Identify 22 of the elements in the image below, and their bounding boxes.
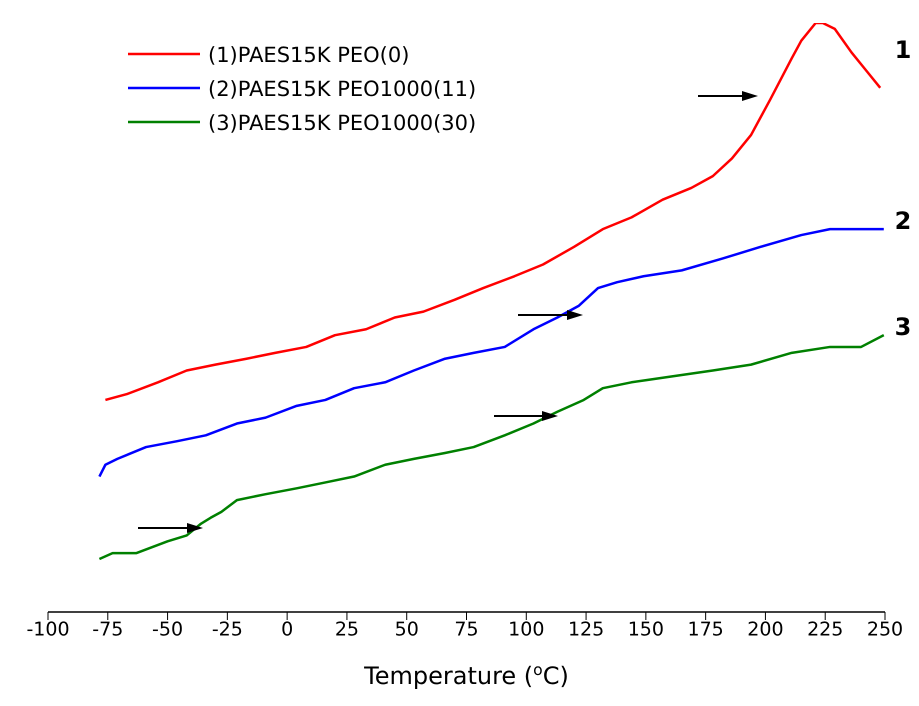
x-tick-label: 0 [281, 618, 294, 640]
legend-label: (1)PAES15K PEO(0) [208, 43, 410, 67]
x-tick-label: 150 [628, 618, 664, 640]
x-tick-label: 225 [807, 618, 844, 640]
x-tick-label: -100 [26, 618, 70, 640]
text: 3 [894, 313, 912, 342]
text: 1 [894, 36, 912, 64]
x-tick-label: 25 [334, 618, 360, 640]
x-tick-label: 175 [688, 618, 724, 640]
x-tick-label: -50 [152, 618, 184, 640]
text: 2 [894, 207, 912, 236]
x-tick-label: 100 [508, 618, 544, 640]
x-tick-label: -25 [212, 618, 243, 640]
x-tick-label: 50 [394, 618, 419, 640]
x-tick-label: -75 [92, 618, 124, 640]
legend-label: (3)PAES15K PEO1000(30) [208, 111, 476, 135]
x-tick-label: 75 [454, 618, 479, 640]
x-tick-label: 200 [747, 618, 784, 640]
x-tick-label: 125 [568, 618, 604, 640]
x-tick-label: 250 [866, 618, 904, 640]
legend-label: (2)PAES15K PEO1000(11) [208, 77, 476, 101]
x-axis-title: Temperature ($^{o}$C) [363, 661, 569, 690]
